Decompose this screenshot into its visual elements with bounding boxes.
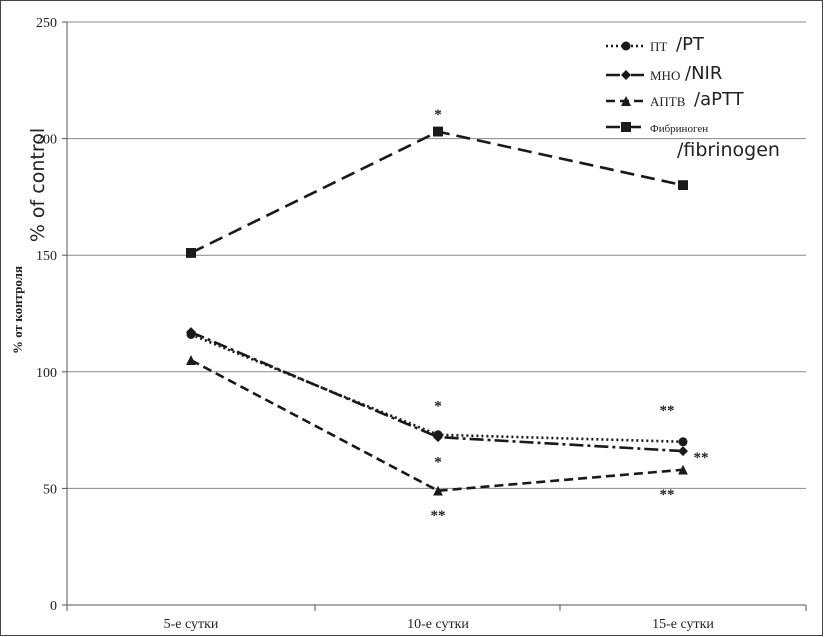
legend-label: Фибриноген: [650, 123, 708, 135]
legend: ПТ/PT МНО/NIR АПТВ/aPTT Фибриноген/fibrinog…: [606, 34, 780, 161]
y-tick-label: 0: [50, 599, 57, 614]
y-tick-label: 150: [36, 249, 57, 264]
series-line-fibrinogen: [186, 126, 688, 258]
legend-label-translation: /PT: [676, 34, 705, 55]
significance-marker: **: [431, 508, 446, 524]
significance-marker: *: [434, 107, 442, 123]
series-line-aptt: [186, 355, 688, 496]
x-tick-label: 5-е сутки: [164, 617, 219, 632]
significance-marker: *: [434, 398, 442, 414]
significance-marker: **: [660, 403, 675, 419]
y-tick-label: 100: [36, 366, 57, 381]
significance-marker: **: [660, 487, 675, 503]
legend-label-translation: /fibrinogen: [677, 139, 780, 161]
y-tick-label: 250: [36, 16, 57, 31]
y-axis-label-translation: % of control: [27, 128, 49, 242]
significance-marker: *: [434, 454, 442, 470]
legend-label: ПТ: [650, 39, 667, 54]
legend-label: АПТВ: [650, 94, 686, 109]
significance-marker: **: [694, 450, 709, 466]
x-tick-label: 15-е сутки: [652, 617, 714, 632]
series-layer: [186, 126, 688, 496]
x-tick-label: 10-е сутки: [407, 617, 469, 632]
legend-label-translation: /aPTT: [694, 89, 745, 110]
y-axis-label: % от контроля: [10, 266, 25, 354]
series-line-pt: [186, 329, 688, 447]
axis-layer: 0 50 100 150 200 250 5-е сутки 10-е сутки 15-е с…: [36, 16, 807, 632]
y-tick-label: 50: [43, 482, 57, 497]
annotation-layer: ***********: [431, 107, 709, 524]
legend-label: МНО: [650, 68, 680, 83]
legend-label-translation: /NIR: [685, 63, 722, 84]
y-tick-label: 200: [36, 133, 57, 148]
